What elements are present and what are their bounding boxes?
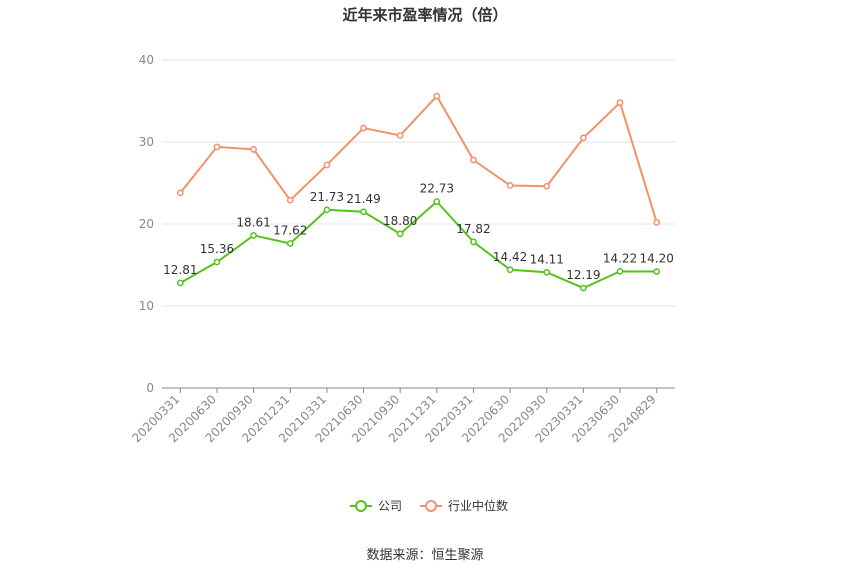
legend: 公司 行业中位数 [350,498,508,513]
data-point [250,232,257,239]
data-point [616,268,624,275]
y-tick-label: 0 [146,381,154,395]
data-label: 22.73 [420,182,454,196]
data-point [433,198,441,205]
data-label: 12.19 [566,268,600,282]
data-point [616,99,624,106]
data-point [470,238,477,246]
data-label: 18.80 [383,214,417,228]
y-tick-label: 30 [139,135,154,149]
data-point [213,143,221,151]
data-point [543,182,551,190]
series-line [179,94,658,223]
data-point [176,189,184,197]
data-point [506,266,514,274]
data-point [323,161,331,169]
data-point [396,230,404,238]
series-layer [176,92,661,292]
data-point [543,268,551,276]
data-label: 12.81 [163,263,197,277]
legend-label: 公司 [378,499,402,513]
y-axis: 0 10 20 30 40 [139,53,154,395]
legend-item[interactable]: 公司 [350,499,402,513]
chart-title: 近年来市盈率情况（倍） [342,6,507,24]
data-label: 14.20 [639,252,673,266]
data-label: 14.22 [603,251,637,265]
legend-label: 行业中位数 [448,498,508,513]
data-point [653,268,661,275]
data-label: 15.36 [200,242,234,256]
y-tick-label: 10 [139,299,154,313]
data-point [323,206,331,214]
x-axis: 2020033120200630202009302020123120210331… [129,387,675,445]
data-label: 21.49 [346,192,380,206]
data-point [506,182,514,189]
data-point [653,219,661,226]
grid-lines [162,59,675,307]
legend-item[interactable]: 行业中位数 [420,498,508,513]
series-industry-median [176,92,661,226]
y-tick-label: 40 [139,53,154,67]
data-point [580,134,587,142]
series-line [179,200,657,290]
data-point [360,208,367,216]
data-point [580,284,587,292]
legend-circle-marker [425,500,437,512]
source-note: 数据来源：恒生聚源 [366,548,483,563]
legend-circle-marker [355,500,367,512]
data-label: 18.61 [236,215,270,229]
data-point [176,279,184,287]
data-label: 17.62 [273,224,307,238]
data-point [250,146,257,153]
data-label: 21.73 [310,190,344,204]
data-label: 14.11 [530,252,564,266]
data-label: 14.42 [493,250,527,264]
data-point [286,196,294,204]
y-tick-label: 20 [139,217,154,231]
data-point [213,258,221,266]
series-company [176,198,661,292]
data-point [396,132,404,139]
data-point [470,156,477,164]
data-point [433,92,441,100]
data-point [286,240,294,247]
data-point [360,124,367,132]
data-label: 17.82 [456,222,490,236]
